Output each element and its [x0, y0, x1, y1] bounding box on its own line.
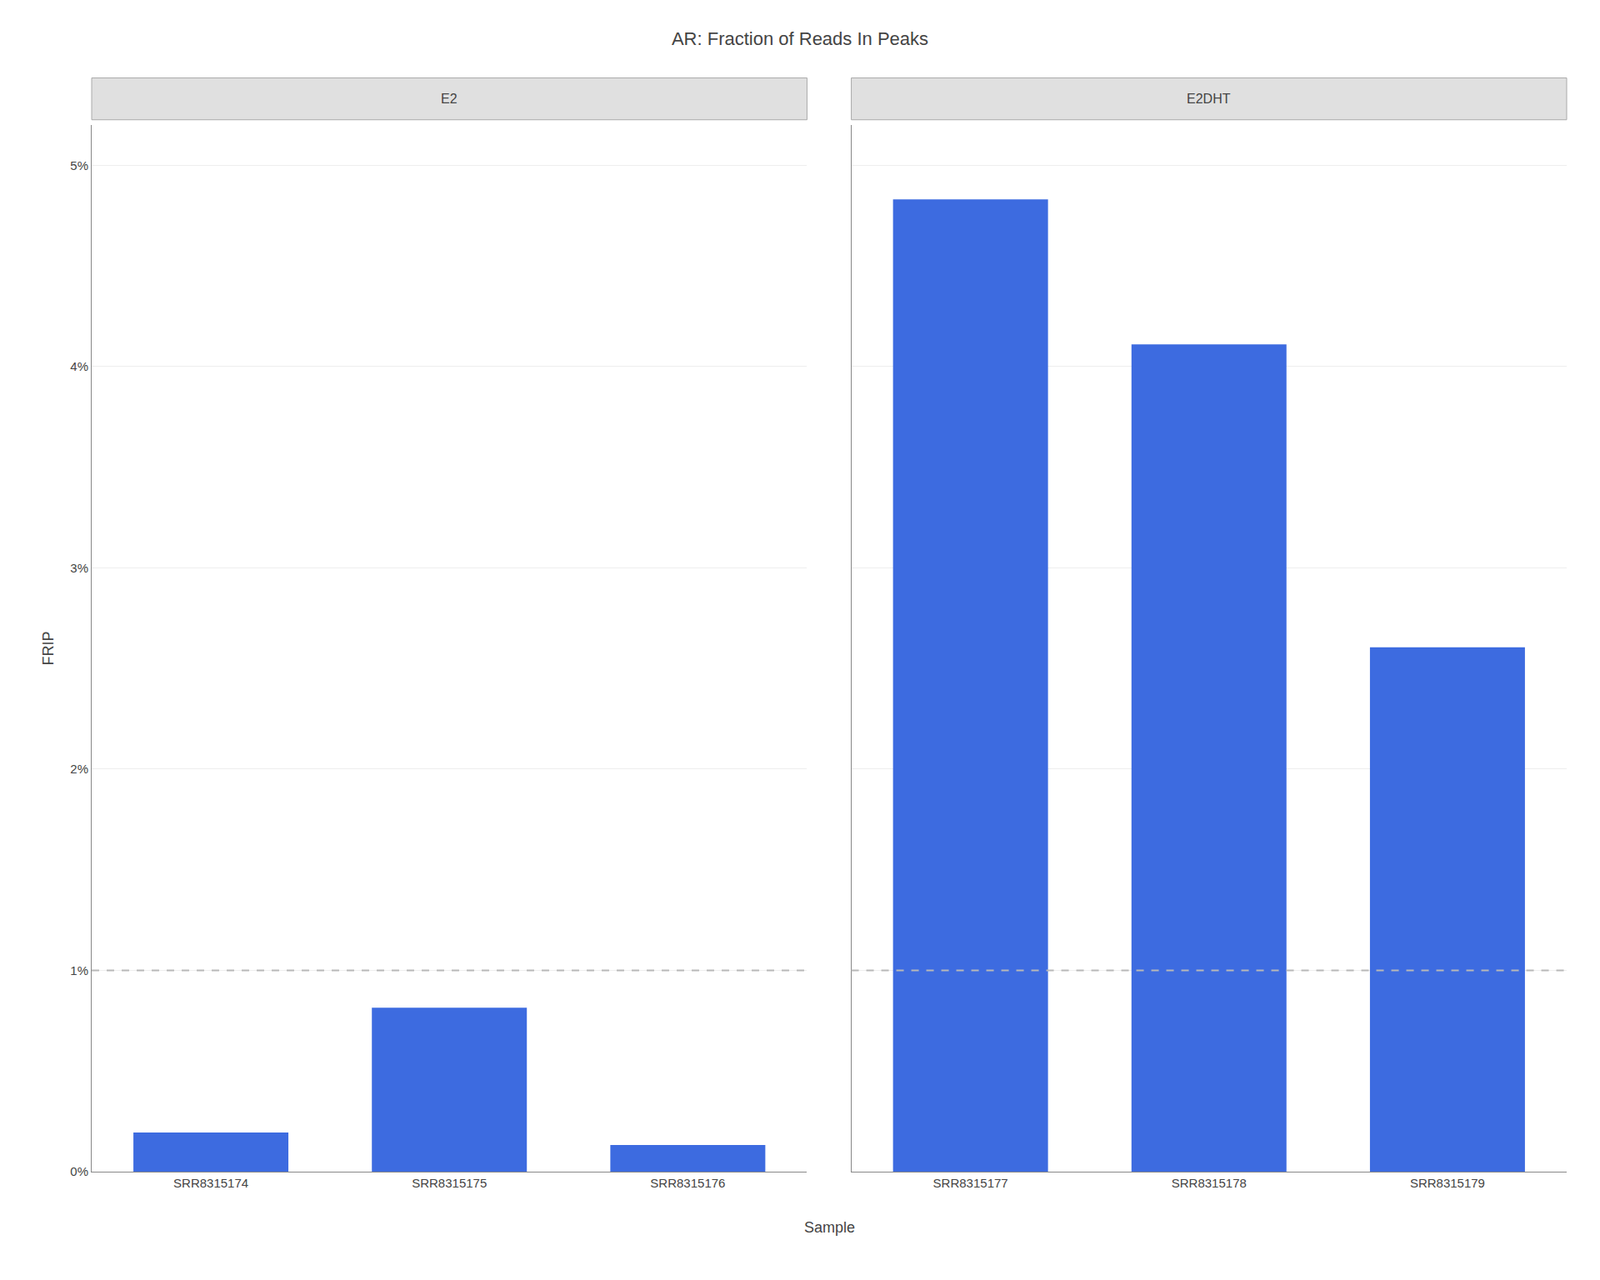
svg-text:3%: 3% [70, 560, 89, 575]
svg-text:SRR8315174: SRR8315174 [173, 1175, 249, 1190]
svg-text:2%: 2% [70, 761, 89, 776]
svg-text:E2DHT: E2DHT [1186, 91, 1231, 106]
svg-text:SRR8315177: SRR8315177 [933, 1175, 1009, 1190]
svg-text:SRR8315179: SRR8315179 [1410, 1175, 1485, 1190]
svg-text:SRR8315178: SRR8315178 [1171, 1175, 1247, 1190]
svg-text:FRIP: FRIP [40, 630, 57, 665]
svg-text:AR: Fraction of Reads In Peaks: AR: Fraction of Reads In Peaks [671, 28, 929, 50]
svg-text:E2: E2 [440, 91, 458, 106]
svg-text:1%: 1% [70, 963, 89, 978]
svg-text:5%: 5% [70, 158, 89, 173]
svg-text:SRR8315175: SRR8315175 [411, 1175, 487, 1190]
svg-text:SRR8315176: SRR8315176 [650, 1175, 725, 1190]
svg-text:0%: 0% [70, 1164, 89, 1179]
svg-text:4%: 4% [70, 359, 89, 374]
svg-text:Sample: Sample [804, 1219, 855, 1236]
